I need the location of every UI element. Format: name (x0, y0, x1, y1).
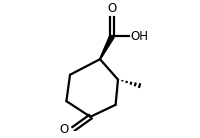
Text: O: O (60, 124, 69, 136)
Text: OH: OH (130, 30, 148, 43)
Text: O: O (107, 2, 117, 15)
Polygon shape (100, 35, 114, 59)
